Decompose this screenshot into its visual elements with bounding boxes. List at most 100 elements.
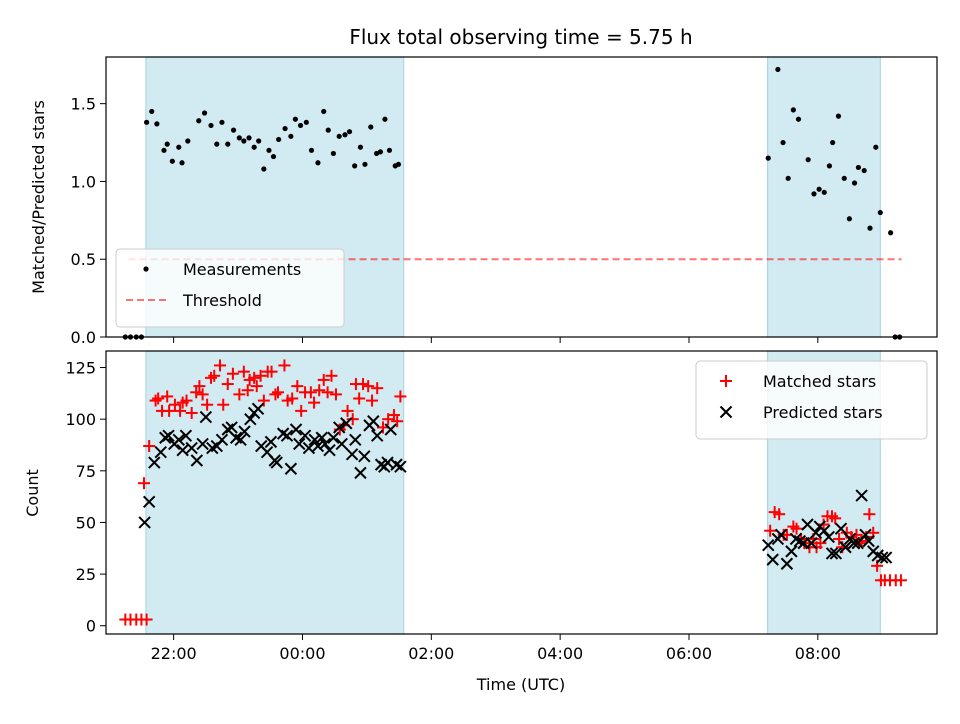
data-point-stroke xyxy=(264,435,278,449)
data-point-stroke xyxy=(862,534,875,548)
data-point xyxy=(821,189,827,195)
data-point xyxy=(241,384,254,397)
data-point xyxy=(185,441,198,455)
data-point xyxy=(811,191,817,197)
data-point xyxy=(264,435,278,449)
data-point-stroke xyxy=(308,433,321,447)
data-point xyxy=(289,423,303,436)
data-point xyxy=(219,119,225,125)
data-point-stroke xyxy=(176,443,189,457)
data-point xyxy=(250,380,263,393)
data-point xyxy=(862,534,875,548)
data-point xyxy=(251,402,265,416)
data-point-stroke xyxy=(345,448,359,461)
data-point xyxy=(829,512,842,525)
data-point xyxy=(193,380,206,393)
data-point xyxy=(829,547,843,560)
data-point xyxy=(266,147,272,153)
data-point xyxy=(371,382,384,395)
data-point xyxy=(140,613,153,626)
data-point xyxy=(795,116,802,122)
data-point xyxy=(367,415,380,428)
data-point xyxy=(199,410,213,424)
data-point xyxy=(377,421,389,434)
data-point-stroke xyxy=(225,421,238,434)
data-point-stroke xyxy=(284,462,298,475)
data-point-stroke xyxy=(332,421,346,434)
count-legend: Matched stars Predicted stars xyxy=(695,360,928,440)
data-point xyxy=(208,122,214,129)
data-point xyxy=(816,186,822,192)
legend-marker xyxy=(143,266,149,272)
data-point-stroke xyxy=(251,402,265,416)
data-point xyxy=(349,433,362,447)
data-point-stroke xyxy=(367,415,380,428)
data-point xyxy=(340,417,353,430)
data-point xyxy=(861,167,867,174)
ratio-panel: 0.0 0.5 1.0 1.5 Matched/Predicted stars Mea… xyxy=(29,56,938,347)
data-point xyxy=(805,157,811,163)
data-point-stroke xyxy=(276,427,290,440)
data-point-stroke xyxy=(270,456,283,469)
data-point xyxy=(766,553,779,566)
data-point-stroke xyxy=(818,524,831,537)
data-point xyxy=(237,365,250,378)
data-point-stroke xyxy=(859,528,872,542)
data-point xyxy=(292,116,298,122)
data-point xyxy=(190,386,203,399)
data-point-stroke xyxy=(381,456,394,469)
data-point-stroke xyxy=(311,439,325,453)
data-point xyxy=(855,489,868,502)
data-point-stroke xyxy=(190,454,204,467)
data-point xyxy=(154,121,160,127)
data-point-stroke xyxy=(789,532,803,546)
data-point-stroke xyxy=(384,423,397,436)
data-point xyxy=(317,373,330,386)
data-point xyxy=(196,388,209,401)
data-point xyxy=(238,425,251,438)
data-point xyxy=(855,164,862,171)
data-point xyxy=(847,536,861,550)
data-point-stroke xyxy=(293,437,306,451)
data-point xyxy=(201,110,208,116)
data-point xyxy=(276,136,282,143)
data-point-stroke xyxy=(172,433,186,447)
data-point xyxy=(353,392,366,405)
data-point xyxy=(357,378,370,391)
data-point xyxy=(284,462,298,475)
data-point-stroke xyxy=(876,551,889,564)
data-point xyxy=(163,404,176,417)
data-point xyxy=(346,129,353,135)
data-point xyxy=(256,138,262,144)
data-point xyxy=(148,456,161,469)
data-point xyxy=(774,528,788,542)
data-point xyxy=(152,392,165,405)
data-point xyxy=(850,528,863,541)
data-point xyxy=(149,394,162,407)
data-point-stroke xyxy=(825,547,839,560)
data-point xyxy=(308,433,321,447)
data-point xyxy=(271,386,284,399)
data-point xyxy=(302,441,316,455)
data-point xyxy=(282,125,288,132)
data-point xyxy=(201,398,214,411)
count-x-ticks: 22:00 00:00 02:00 04:00 06:00 08:00 xyxy=(151,634,841,663)
data-point-stroke xyxy=(148,456,161,469)
data-point xyxy=(288,133,294,139)
data-point-stroke xyxy=(255,439,268,453)
data-point xyxy=(225,141,231,147)
data-point xyxy=(196,118,202,124)
data-point-stroke xyxy=(822,530,835,544)
ratio-y-ticks: 0.0 0.5 1.0 1.5 xyxy=(71,95,106,347)
data-point xyxy=(354,466,367,480)
data-point-stroke xyxy=(244,412,257,426)
data-point-stroke xyxy=(390,458,403,471)
data-point xyxy=(233,388,246,401)
data-point xyxy=(877,209,883,216)
data-point xyxy=(208,369,221,382)
data-point-stroke xyxy=(238,425,251,438)
data-point xyxy=(370,429,384,442)
data-point xyxy=(888,230,894,236)
data-point xyxy=(323,443,336,457)
data-point xyxy=(226,367,239,380)
